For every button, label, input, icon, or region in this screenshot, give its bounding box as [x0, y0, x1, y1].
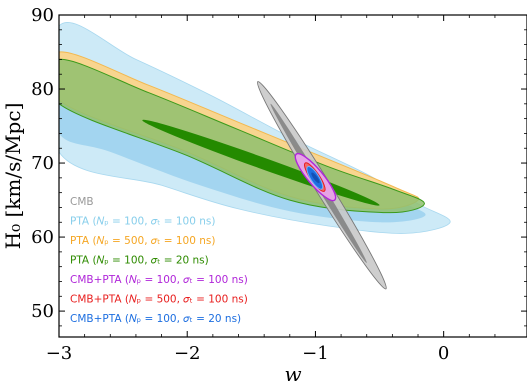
x-axis-title: w [284, 362, 301, 386]
y-tick-label: 50 [31, 301, 54, 322]
pta-100-20-outer-region [59, 58, 425, 214]
plot-frame [58, 14, 527, 338]
y-tick-label: 80 [31, 79, 54, 100]
legend-entry: CMB+PTA (𝑁ₚ = 100, 𝜎ₜ = 100 ns) [70, 274, 248, 286]
legend-entry: CMB+PTA (𝑁ₚ = 100, 𝜎ₜ = 20 ns) [70, 313, 241, 325]
plot-area [59, 22, 451, 290]
cmb-pta-100-20-core [311, 172, 320, 184]
x-tick-label: −2 [174, 343, 201, 364]
x-tick-label: −3 [46, 343, 73, 364]
y-tick-label: 60 [31, 227, 54, 248]
legend-entry: CMB+PTA (𝑁ₚ = 500, 𝜎ₜ = 100 ns) [70, 294, 248, 306]
legend-entry: CMB [70, 196, 94, 208]
x-tick-label: 0 [438, 343, 449, 364]
x-tick-label: −1 [302, 343, 329, 364]
legend: CMB PTA (𝑁ₚ = 100, 𝜎ₜ = 100 ns) PTA (𝑁ₚ = … [70, 196, 248, 325]
y-tick-label: 90 [31, 5, 54, 26]
axis-ticks: −3 −2 −1 0 50 60 70 80 90 [31, 5, 527, 364]
legend-entry: PTA (𝑁ₚ = 500, 𝜎ₜ = 100 ns) [70, 235, 215, 247]
y-axis-title: H₀ [km/s/Mpc] [1, 103, 25, 250]
y-tick-label: 70 [31, 153, 54, 174]
legend-entry: PTA (𝑁ₚ = 100, 𝜎ₜ = 20 ns) [70, 255, 209, 267]
legend-entry: PTA (𝑁ₚ = 100, 𝜎ₜ = 100 ns) [70, 216, 215, 228]
